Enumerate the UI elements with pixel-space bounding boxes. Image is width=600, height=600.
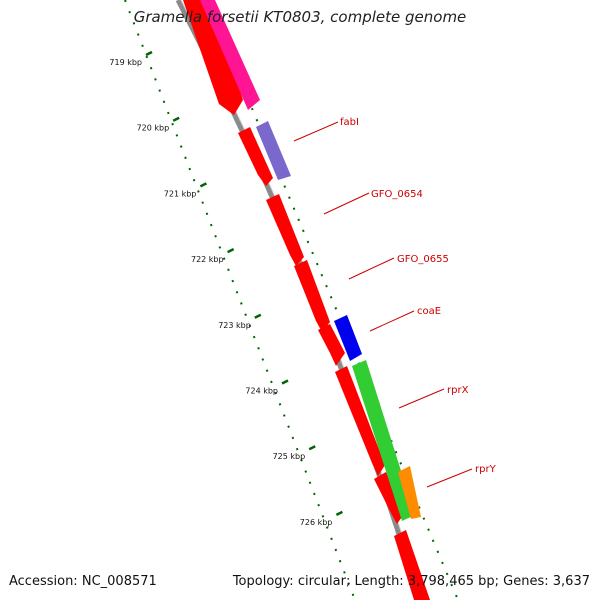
- ruler-tick-label: 726 kbp: [300, 518, 333, 527]
- genes-value: 3,637: [552, 574, 590, 589]
- length-label: Length:: [354, 574, 404, 589]
- gene-arrow-fabI: [256, 121, 291, 180]
- length-value: 3,798,465 bp;: [407, 574, 500, 589]
- gene-label-rprX: rprX: [447, 385, 469, 396]
- ruler-tick-label: 724 kbp: [245, 387, 278, 396]
- ruler-tick-label: 723 kbp: [218, 321, 251, 330]
- ruler-tick-label: 721 kbp: [164, 189, 197, 198]
- gene-arrow-red: [318, 324, 345, 366]
- gene-arrow-rprY: [398, 466, 421, 519]
- gene-arrow-red: [335, 366, 385, 476]
- reverse-strand-genes: [183, 0, 430, 600]
- genes-label: Genes:: [503, 574, 549, 589]
- ruler-tick: [281, 379, 289, 385]
- gene-label-GFO_0654: GFO_0654: [371, 189, 423, 200]
- ruler-tick-label: 719 kbp: [109, 58, 142, 67]
- gene-arrow-pink: [200, 0, 260, 110]
- topology-label: Topology:: [232, 574, 294, 589]
- gene-arrow-coaE: [334, 315, 362, 361]
- gene-arrow-red: [374, 472, 404, 524]
- ruler-tick: [199, 182, 207, 188]
- ruler-tick-label: 725 kbp: [273, 452, 306, 461]
- gene-label-coaE: coaE: [417, 306, 441, 317]
- accession-label: Accession:: [9, 574, 78, 589]
- gene-label-rprY: rprY: [475, 464, 497, 475]
- ruler-tick: [335, 510, 343, 517]
- gene-label-fabI: fabI: [340, 117, 359, 128]
- topology-value: circular;: [297, 574, 351, 589]
- genome-stats: Topology: circular; Length: 3,798,465 bp…: [233, 574, 590, 589]
- accession-info: Accession: NC_008571: [9, 574, 157, 589]
- gene-arrow-red: [394, 530, 430, 600]
- ruler-tick: [308, 445, 316, 451]
- gene-arrow-red: [238, 127, 273, 186]
- accession-value: NC_008571: [81, 574, 157, 589]
- gene-arrow-rprX: [352, 360, 415, 521]
- ruler-tick-label: 720 kbp: [137, 124, 170, 133]
- gene-labels: fabI GFO_0654 GFO_0655 coaE rprX rprY: [293, 117, 497, 488]
- ruler-tick: [145, 50, 153, 57]
- ruler-tick: [254, 313, 262, 319]
- ruler-labels: 719 kbp 720 kbp 721 kbp 722 kbp 723 kbp 724 k…: [109, 58, 332, 527]
- ruler-ticks: [145, 50, 343, 517]
- ruler-tick: [227, 247, 235, 254]
- ruler-tick: [172, 116, 180, 122]
- ruler-tick-label: 722 kbp: [191, 255, 224, 264]
- forward-strand-genes: [200, 0, 421, 521]
- gene-arrow-red: [266, 194, 304, 266]
- gene-label-GFO_0655: GFO_0655: [397, 254, 449, 265]
- map-title: Gramella forsetii KT0803, complete genom…: [133, 8, 467, 26]
- gene-arrow-red: [294, 260, 330, 332]
- gene-arrow-red: [183, 0, 243, 115]
